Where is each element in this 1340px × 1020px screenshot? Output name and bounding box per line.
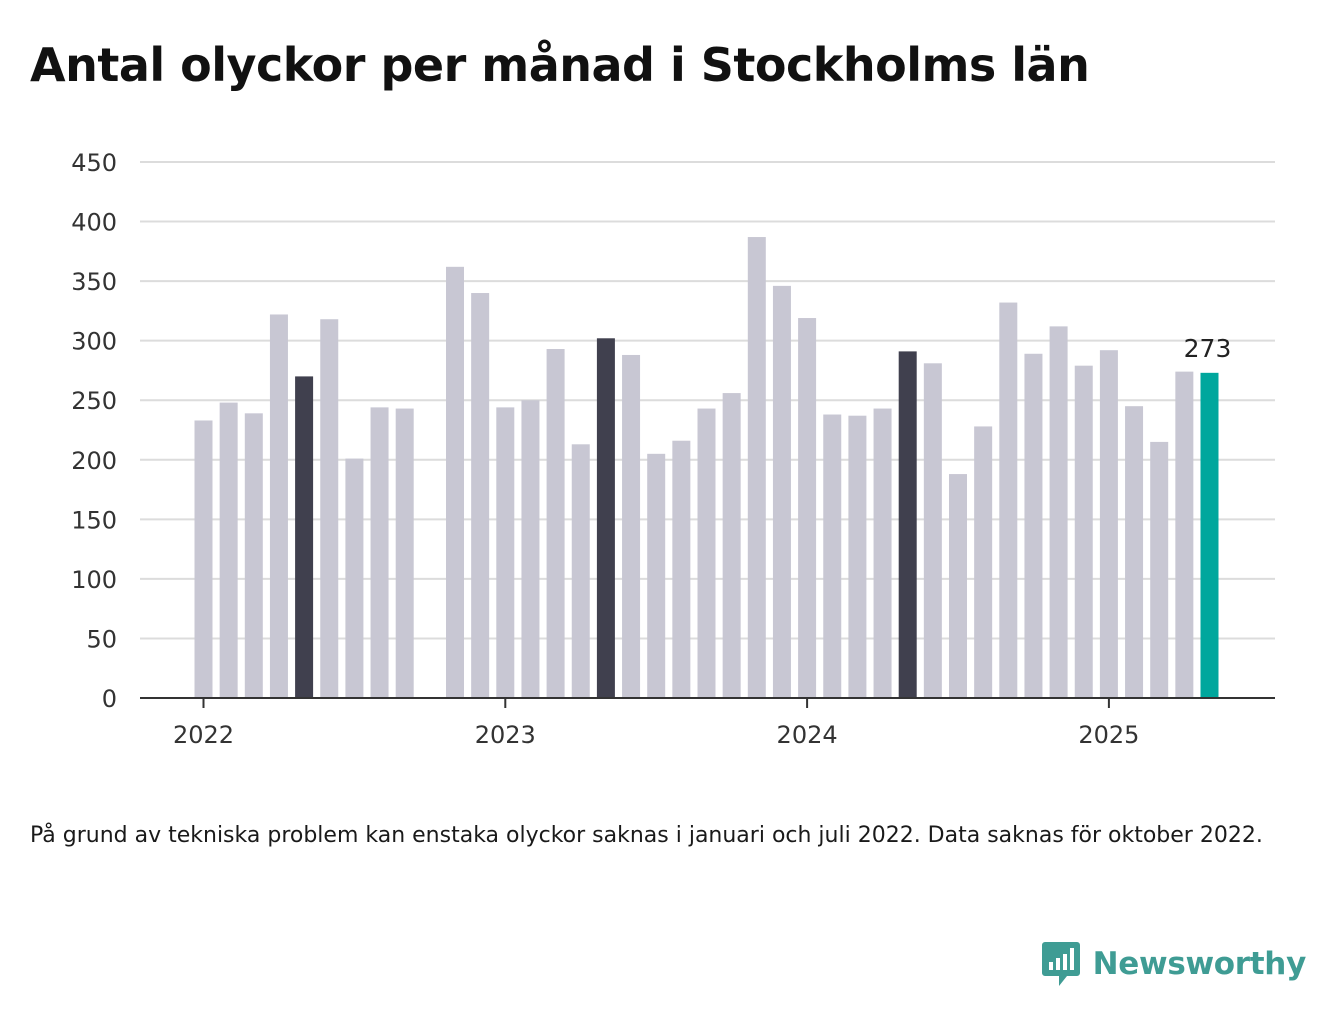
bar-2024-07 — [949, 474, 967, 698]
bar-2024-05 — [898, 351, 917, 698]
brand-name: Newsworthy — [1092, 946, 1307, 982]
newsworthy-logo-icon — [1041, 942, 1080, 986]
y-tick-label: 100 — [71, 566, 117, 594]
bar-2022-08 — [370, 407, 389, 698]
bar-2023-08 — [672, 440, 691, 698]
bar-2024-03 — [848, 415, 867, 698]
bar-2025-05 — [1200, 372, 1219, 698]
y-tick-label: 450 — [71, 149, 117, 177]
bars — [194, 237, 1219, 698]
bar-2022-12 — [471, 293, 490, 698]
x-tick-label: 2023 — [475, 721, 536, 749]
y-tick-label: 300 — [71, 328, 117, 356]
bar-2025-03 — [1150, 441, 1169, 698]
bar-2024-08 — [974, 426, 993, 698]
y-tick-label: 200 — [71, 447, 117, 475]
bar-2024-12 — [1074, 365, 1093, 698]
footnote: På grund av tekniska problem kan enstaka… — [30, 823, 1263, 848]
bar-2022-06 — [320, 319, 339, 698]
bar-2022-11 — [446, 266, 464, 698]
x-tick-label: 2025 — [1078, 721, 1139, 749]
bar-2025-04 — [1175, 371, 1194, 698]
bar-2022-01 — [194, 420, 213, 698]
y-axis-ticks: 0 50 100 150 200 250 300 350 400 450 — [71, 149, 117, 713]
bar-2023-03 — [546, 349, 565, 698]
bar-2024-01 — [798, 318, 817, 698]
bar-2024-10 — [1024, 353, 1043, 698]
chart-title: Antal olyckor per månad i Stockholms län — [30, 38, 1090, 92]
x-tick-label: 2022 — [173, 721, 234, 749]
bar-chart: 0 50 100 150 200 250 300 350 400 450 2022 2023 2024… — [71, 149, 1275, 749]
bar-2022-09 — [395, 408, 414, 698]
y-tick-label: 250 — [71, 387, 117, 415]
bar-2022-03 — [244, 413, 263, 698]
y-tick-label: 150 — [71, 506, 117, 534]
bar-2023-09 — [697, 408, 716, 698]
data-labels: 273 — [1184, 334, 1232, 363]
brand-logo: Newsworthy — [1041, 940, 1306, 988]
bar-2024-06 — [923, 363, 942, 698]
bar-2024-02 — [823, 414, 842, 698]
bar-2022-02 — [219, 402, 238, 698]
bar-2023-02 — [521, 400, 540, 698]
bar-2022-04 — [269, 314, 288, 698]
bar-2023-06 — [622, 354, 641, 698]
y-tick-label: 0 — [102, 685, 117, 713]
latest-value-label: 273 — [1184, 334, 1232, 363]
bar-2024-04 — [873, 408, 892, 698]
x-axis-ticks: 2022 2023 2024 2025 — [173, 698, 1139, 749]
bar-2023-07 — [647, 453, 666, 698]
bar-2023-12 — [772, 285, 791, 698]
bar-2023-04 — [571, 444, 590, 698]
y-tick-label: 400 — [71, 209, 117, 237]
bar-2025-01 — [1099, 350, 1118, 698]
bar-2024-11 — [1049, 326, 1068, 698]
bar-2022-05 — [295, 376, 314, 698]
bar-2023-11 — [747, 237, 766, 698]
bar-2023-05 — [596, 338, 615, 698]
bar-2022-07 — [345, 458, 364, 698]
bar-2023-10 — [722, 393, 741, 698]
y-tick-label: 350 — [71, 268, 117, 296]
y-tick-label: 50 — [86, 625, 117, 653]
x-tick-label: 2024 — [777, 721, 838, 749]
bar-2024-09 — [999, 302, 1018, 698]
bar-2025-02 — [1125, 406, 1144, 698]
bar-2023-01 — [496, 407, 515, 698]
